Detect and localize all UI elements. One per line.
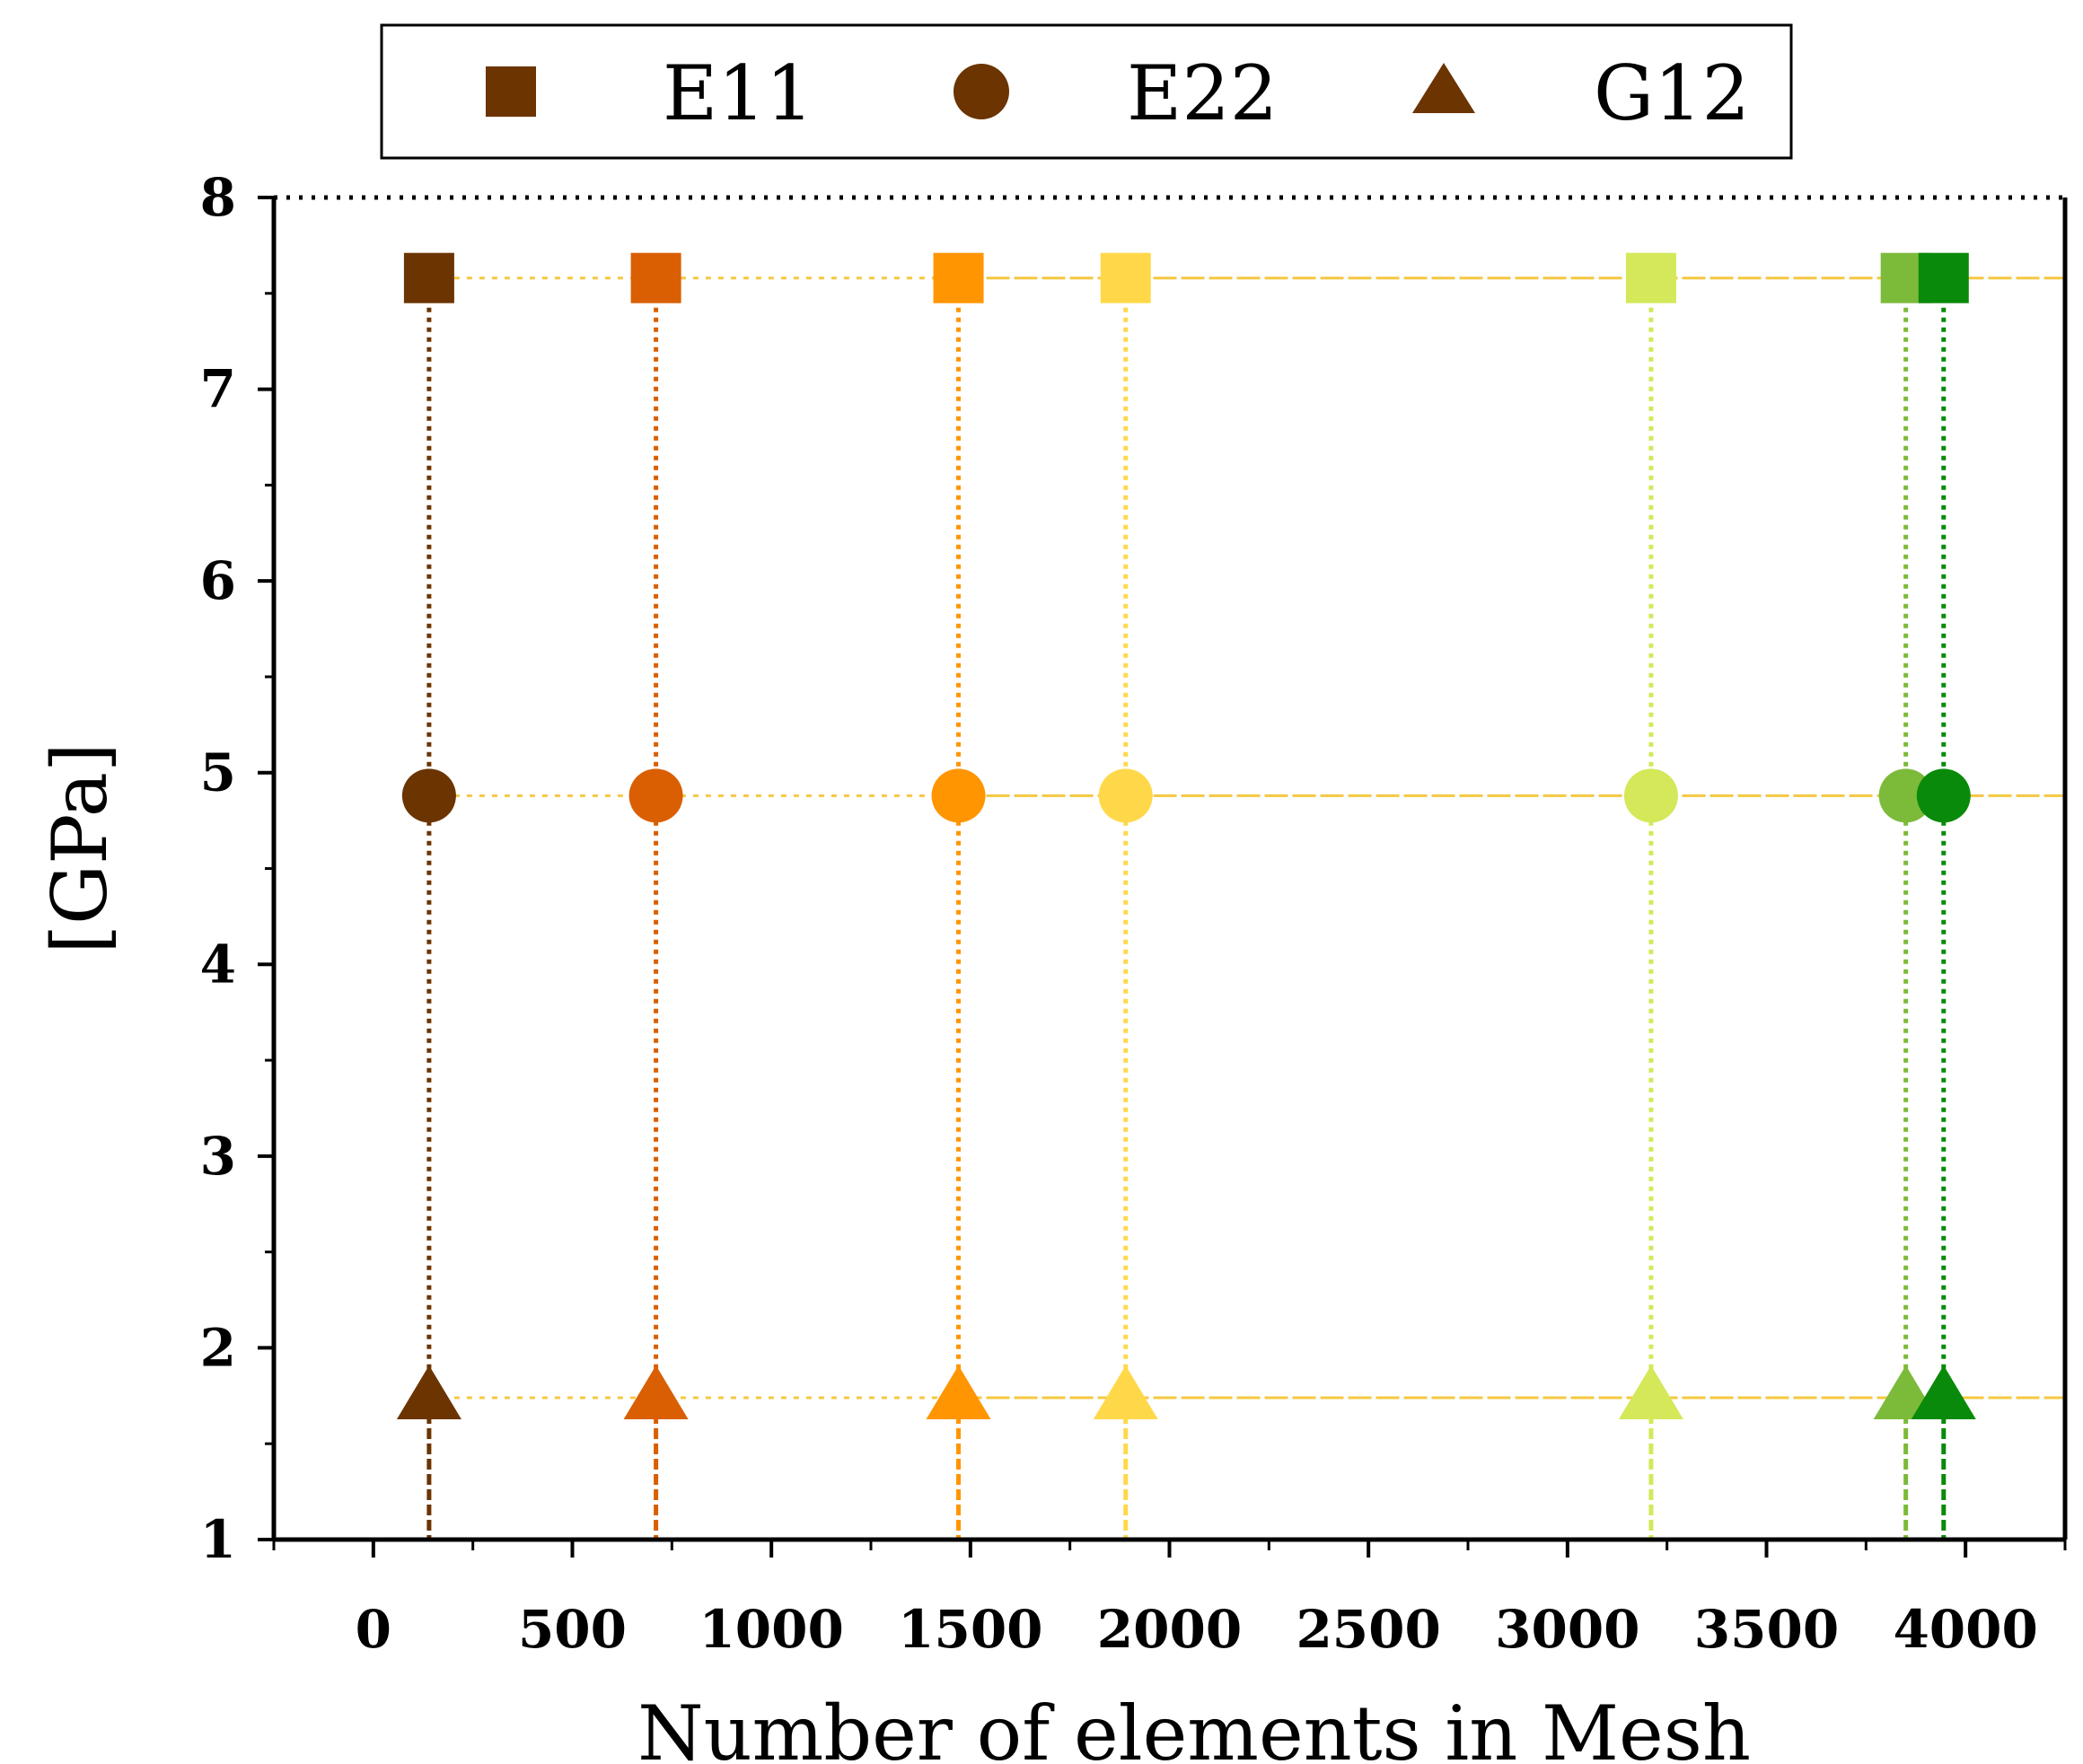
y-tick-label-1: 1	[200, 1509, 236, 1570]
marker-e22-0	[401, 768, 456, 823]
marker-e11-6	[1918, 252, 1969, 303]
legend-box	[380, 23, 1793, 160]
marker-e11-3	[1100, 252, 1151, 303]
marker-e11-1	[630, 252, 681, 303]
marker-e11-2	[933, 252, 984, 303]
legend-label-e22: E22	[1127, 49, 1278, 137]
x-tick-label-2000: 2000	[1097, 1599, 1242, 1660]
marker-g12-6	[1911, 1365, 1976, 1419]
y-tick-label-8: 8	[200, 167, 236, 228]
x-axis-title: Number of elements in Mesh	[637, 1689, 1751, 1764]
marker-g12-3	[1093, 1365, 1158, 1419]
y-axis-title: [GPa]	[36, 742, 124, 953]
legend-marker-e11	[486, 66, 536, 117]
legend-label-g12: G12	[1594, 49, 1750, 137]
data-markers	[396, 252, 1976, 1419]
x-tick-label-2500: 2500	[1296, 1599, 1440, 1660]
y-tick-label-6: 6	[200, 550, 236, 611]
plot-area: 1 2 3 4 5 6 7 8 0 500 1000 1500 2000 2500 3000 3500 400…	[200, 167, 2068, 1660]
legend-marker-e22	[954, 64, 1009, 119]
reference-lines	[428, 276, 2065, 1400]
y-tick-label-5: 5	[200, 742, 236, 803]
marker-g12-2	[926, 1365, 991, 1419]
marker-e11-0	[403, 252, 454, 303]
legend-marker-g12	[1412, 63, 1475, 113]
y-tick-label-7: 7	[200, 359, 236, 420]
x-tick-label-3000: 3000	[1495, 1599, 1639, 1660]
x-tick-label-3500: 3500	[1694, 1599, 1839, 1660]
x-tick-label-0: 0	[356, 1599, 391, 1660]
x-axis-ticks: 0 500 1000 1500 2000 2500 3000 3500 4000	[272, 1540, 2067, 1660]
stem-lines	[426, 277, 1947, 1540]
y-axis-ticks: 1 2 3 4 5 6 7 8	[200, 167, 274, 1570]
x-tick-label-500: 500	[518, 1599, 627, 1660]
legend: E11 E22 G12	[380, 23, 1793, 160]
marker-e22-5	[1878, 768, 1933, 823]
marker-e22-3	[1098, 768, 1153, 823]
y-tick-label-4: 4	[200, 934, 236, 995]
marker-g12-4	[1618, 1365, 1683, 1419]
y-tick-label-2: 2	[200, 1317, 236, 1378]
marker-e11-4	[1625, 252, 1676, 303]
y-tick-label-3: 3	[200, 1126, 236, 1187]
marker-e22-4	[1623, 768, 1678, 823]
marker-g12-1	[623, 1365, 689, 1419]
legend-label-e11: E11	[663, 49, 813, 137]
marker-e22-1	[628, 768, 683, 823]
marker-g12-0	[396, 1365, 461, 1419]
x-tick-label-4000: 4000	[1893, 1599, 2037, 1660]
axes-frame	[271, 195, 2068, 1542]
x-tick-label-1000: 1000	[699, 1599, 843, 1660]
marker-e22-2	[931, 768, 986, 823]
marker-e22-6	[1916, 768, 1971, 823]
x-tick-label-1500: 1500	[898, 1599, 1042, 1660]
